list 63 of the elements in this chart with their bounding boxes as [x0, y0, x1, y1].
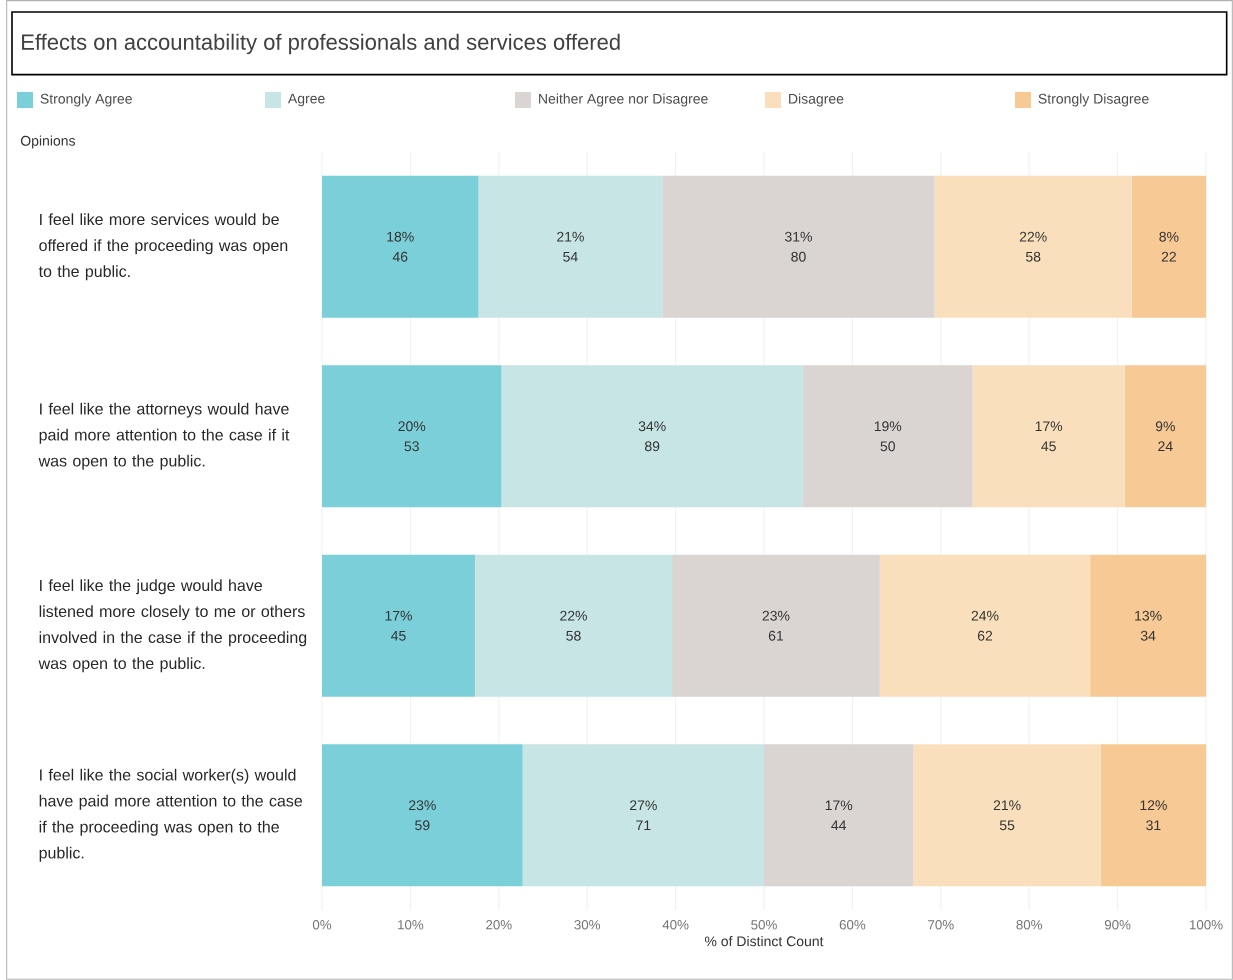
x-tick-label: 40%	[662, 920, 689, 930]
y-tick-label: I feel like the judge would have listened more closely to me or others involved in the case if the proceeding was open to the public.	[38, 579, 307, 673]
legend-label: Strongly Disagree	[1038, 93, 1149, 107]
bar	[1131, 175, 1206, 318]
x-tick-label: 0%	[312, 920, 332, 930]
data-label: 23% 61	[762, 610, 790, 641]
bar	[322, 365, 502, 508]
chart-title: Effects on accountability of professionals and services offered	[22, 33, 620, 55]
bar	[322, 744, 523, 887]
bar	[522, 744, 764, 887]
data-label: 21% 54	[557, 231, 584, 262]
data-label: 27% 71	[630, 800, 657, 831]
bar	[322, 554, 475, 697]
data-label: 19% 50	[874, 421, 902, 452]
x-tick-label: 20%	[486, 920, 512, 930]
data-label: 9% 24	[1155, 421, 1175, 452]
data-label: 17% 44	[825, 800, 853, 831]
x-tick-label: 30%	[574, 920, 601, 930]
x-axis-title: % of Distinct Count	[704, 935, 824, 947]
y-tick-label: I feel like the social worker(s) would have paid more attention to the case if the proceeding was open to the public.	[39, 768, 303, 862]
data-label: 22% 58	[560, 610, 587, 641]
data-label: 13% 34	[1135, 610, 1162, 641]
bar	[474, 554, 673, 697]
bar	[478, 175, 663, 318]
data-label: 17% 45	[1035, 421, 1063, 452]
bar	[1124, 365, 1206, 508]
bar	[1090, 554, 1206, 697]
bar	[879, 554, 1091, 697]
x-tick-label: 90%	[1104, 920, 1131, 930]
data-label: 12% 31	[1140, 800, 1167, 831]
data-label: 18% 46	[387, 231, 414, 262]
bar	[764, 744, 914, 887]
data-label: 21% 55	[993, 800, 1021, 831]
legend-label: Disagree	[789, 93, 844, 107]
x-tick-label: 100%	[1189, 920, 1223, 930]
bar	[934, 175, 1132, 318]
x-tick-label: 10%	[398, 920, 424, 930]
legend-label: Agree	[287, 93, 325, 107]
y-tick-label: I feel like the attorneys would have paid more attention to the case if it was open to the public.	[38, 402, 290, 470]
y-tick-label: I feel like more services would be offered if the proceeding was open to the public.	[38, 213, 288, 281]
data-label: 24% 62	[971, 610, 999, 641]
bar	[501, 365, 803, 508]
bar	[972, 365, 1125, 508]
bar	[913, 744, 1101, 887]
data-label: 17% 45	[385, 610, 412, 641]
bar	[802, 365, 973, 508]
legend-label: Neither Agree nor Disagree	[539, 93, 708, 107]
data-label: 34% 89	[638, 421, 666, 452]
bar	[1100, 744, 1206, 887]
data-label: 23% 59	[409, 800, 436, 831]
x-tick-label: 60%	[839, 920, 866, 930]
x-tick-label: 80%	[1016, 920, 1043, 930]
y-axis-title: Opinions	[20, 135, 75, 149]
bar	[672, 554, 880, 697]
data-label: 31% 80	[784, 231, 812, 262]
data-label: 20% 53	[398, 421, 426, 452]
bar	[662, 175, 935, 318]
x-tick-label: 70%	[928, 920, 954, 930]
bar	[322, 175, 479, 318]
legend-label: Strongly Agree	[40, 93, 132, 107]
x-tick-label: 50%	[751, 920, 777, 930]
data-label: 8% 22	[1159, 231, 1179, 262]
data-label: 22% 58	[1019, 231, 1047, 262]
